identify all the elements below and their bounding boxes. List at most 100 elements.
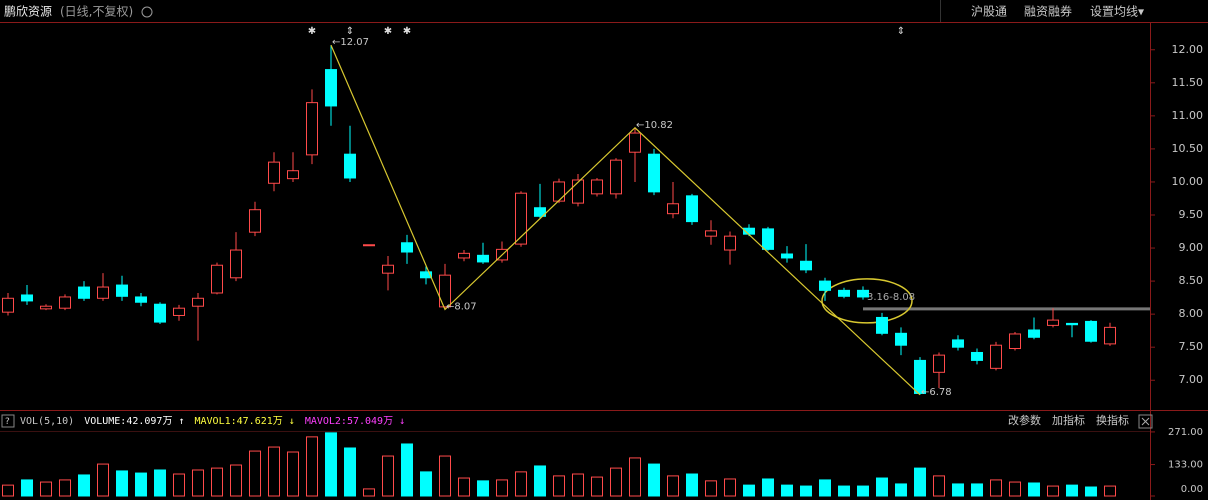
y-tick-label: 8.50	[1179, 274, 1204, 287]
y-tick-label: 11.00	[1172, 109, 1204, 122]
y-tick-label: 271.00	[1168, 427, 1203, 438]
volume-bar	[268, 446, 280, 497]
candle-body	[344, 153, 356, 179]
candle-body	[40, 305, 52, 310]
candle-body	[857, 289, 869, 298]
volume-bar	[838, 485, 850, 497]
help-icon[interactable]: ?	[5, 417, 10, 427]
volume-bar	[1028, 482, 1040, 497]
candle-body	[914, 359, 926, 394]
extreme-label: ←6.78	[921, 387, 952, 398]
candle-body	[1085, 320, 1097, 342]
volume-bar	[192, 469, 204, 497]
vol-tool[interactable]: 换指标	[1096, 413, 1129, 427]
volume-bar	[40, 481, 52, 497]
volume-bar	[135, 472, 147, 497]
y-tick-label: 8.00	[1179, 307, 1204, 320]
volume-bar	[116, 470, 128, 497]
volume-bar	[78, 474, 90, 497]
candle-body	[249, 209, 261, 233]
volume-bar	[1009, 481, 1021, 497]
link-hk-connect[interactable]: 沪股通	[971, 5, 1007, 19]
candle-body	[667, 203, 679, 215]
candle-body	[2, 297, 14, 313]
link-ma-settings[interactable]: 设置均线▾	[1090, 5, 1144, 19]
vol-tool[interactable]: 加指标	[1052, 413, 1085, 427]
volume-bar	[800, 485, 812, 497]
event-marker: ✱	[308, 26, 316, 37]
volume-bar	[553, 475, 565, 497]
volume-bar	[933, 475, 945, 497]
candle-body	[306, 102, 318, 156]
volume-bar	[515, 471, 527, 497]
volume-bar	[572, 473, 584, 497]
candle-body	[800, 260, 812, 271]
volume-bar	[154, 469, 166, 497]
candle-body	[762, 228, 774, 250]
volume-bar	[59, 479, 71, 497]
candle-body	[192, 297, 204, 307]
candle-body	[116, 284, 128, 297]
vol-legend: MAVOL1:47.621万 ↓	[195, 416, 295, 427]
volume-bar	[249, 450, 261, 497]
volume-bar	[724, 478, 736, 497]
volume-bar	[382, 455, 394, 497]
candle-body	[819, 280, 831, 291]
y-tick-label: 10.50	[1172, 142, 1204, 155]
vol-legend: MAVOL2:57.049万 ↓	[305, 416, 405, 427]
stock-name[interactable]: 鹏欣资源	[4, 5, 52, 19]
candle-body	[78, 286, 90, 299]
y-tick-label: 11.50	[1172, 76, 1204, 89]
y-tick-label: 12.00	[1172, 43, 1204, 56]
close-icon[interactable]	[1141, 417, 1150, 426]
period-mode[interactable]: (日线,不复权)	[60, 5, 133, 19]
candle-body	[591, 179, 603, 195]
candle-body	[838, 289, 850, 297]
help-box[interactable]	[1, 414, 15, 428]
candle-body	[629, 132, 641, 153]
volume-bar	[1085, 486, 1097, 497]
volume-bar	[971, 483, 983, 497]
candle-body	[1104, 326, 1116, 345]
volume-bar	[420, 471, 432, 497]
candle-body	[135, 296, 147, 303]
vol-legend: VOL(5,10)	[20, 416, 74, 427]
volume-bar	[648, 463, 660, 497]
candle-body	[268, 161, 280, 184]
volume-bar	[439, 455, 451, 497]
volume-bar	[591, 476, 603, 497]
volume-bar	[173, 473, 185, 497]
candle-body	[572, 179, 584, 204]
volume-bar	[2, 484, 14, 497]
volume-bar	[762, 478, 774, 497]
candle-body	[363, 244, 375, 247]
level-label: 3.16-8.08	[867, 292, 915, 303]
candle-body	[933, 354, 945, 373]
vol-tool[interactable]: 改参数	[1008, 413, 1041, 427]
volume-bar	[914, 467, 926, 497]
y-tick-label: 9.50	[1179, 208, 1204, 221]
candle-body	[230, 249, 242, 279]
candle-body	[724, 235, 736, 251]
volume-bar	[363, 488, 375, 497]
y-tick-label: 7.00	[1179, 373, 1204, 386]
y-tick-label: 7.50	[1179, 340, 1204, 353]
candle-body	[287, 170, 299, 180]
extreme-label: ←10.82	[636, 120, 673, 131]
candle-body	[876, 316, 888, 334]
event-marker: ✱	[403, 26, 411, 37]
close-box[interactable]	[1138, 414, 1153, 429]
candle-body	[971, 351, 983, 361]
candle-body	[1028, 329, 1040, 338]
candle-body	[534, 207, 546, 217]
settings-icon[interactable]	[141, 6, 153, 18]
event-marker: ⇕	[897, 26, 905, 37]
volume-bar	[325, 432, 337, 497]
candle-body	[420, 271, 432, 279]
candle-body	[21, 294, 33, 302]
volume-bar	[857, 485, 869, 497]
volume-bar	[1047, 485, 1059, 497]
link-margin[interactable]: 融资融券	[1024, 4, 1072, 19]
candle-body	[97, 286, 109, 299]
